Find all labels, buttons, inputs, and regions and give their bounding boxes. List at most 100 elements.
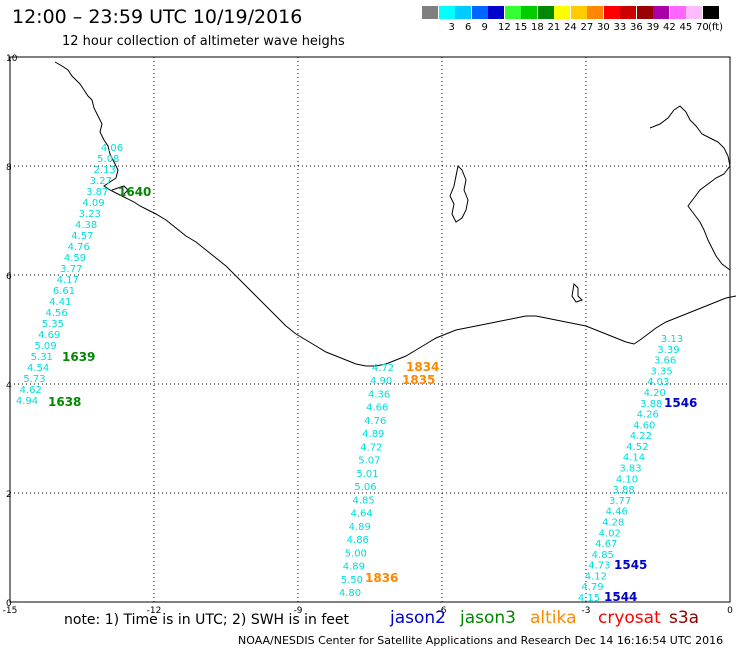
- legend-swatch: [422, 6, 438, 19]
- credit-footer: NOAA/NESDIS Center for Satellite Applica…: [238, 634, 724, 647]
- wave-height-value: 2.13: [93, 165, 115, 176]
- x-tick-label: -6: [438, 606, 447, 616]
- legend-swatch: [455, 6, 471, 19]
- legend-swatch: [620, 6, 636, 19]
- legend-swatch-label: 3: [448, 22, 455, 33]
- wave-height-value: 3.13: [661, 334, 683, 345]
- wave-height-value: 5.07: [358, 456, 380, 467]
- legend-swatch: [438, 6, 455, 19]
- wave-height-value: 3.35: [650, 366, 672, 377]
- wave-height-value: 4.15: [578, 593, 600, 604]
- wave-height-value: 4.69: [38, 330, 60, 341]
- legend-swatch: [669, 6, 686, 19]
- wave-height-value: 4.59: [64, 253, 86, 264]
- legend-swatch-label: 39: [646, 22, 660, 33]
- wave-height-value: 5.50: [341, 575, 363, 586]
- pass-time-label: 1544: [604, 590, 637, 604]
- map-subtitle: 12 hour collection of altimeter wave hei…: [62, 34, 345, 49]
- coastal-inlet: [111, 185, 129, 195]
- wave-height-value: 5.09: [34, 341, 56, 352]
- legend-swatch-label: 27: [580, 22, 594, 33]
- wave-height-value: 4.86: [347, 535, 369, 546]
- legend-swatch: [636, 6, 653, 19]
- wave-height-value: 4.28: [602, 518, 624, 529]
- legend-swatch: [537, 6, 554, 19]
- wave-height-value: 4.94: [16, 396, 38, 407]
- y-tick-label: 4: [6, 381, 12, 391]
- wave-height-value: 4.89: [343, 562, 365, 573]
- wave-height-value: 5.08: [97, 154, 119, 165]
- legend-swatch-label: 30: [597, 22, 610, 33]
- wave-height-value: 4.79: [581, 582, 603, 593]
- legend-swatch-label: 42: [663, 22, 676, 33]
- wave-height-value: 4.89: [349, 522, 371, 533]
- x-tick-label: -15: [3, 606, 18, 616]
- wave-height-value: 4.22: [630, 431, 652, 442]
- x-tick-label: -12: [147, 606, 162, 616]
- wave-height-value: 3.23: [79, 209, 101, 220]
- legend-swatch: [702, 6, 719, 19]
- legend-swatch: [471, 6, 488, 19]
- wave-height-value: 4.56: [45, 308, 67, 319]
- legend-swatch-label: 21: [547, 22, 561, 33]
- map-title: 12:00 – 23:59 UTC 10/19/2016: [12, 6, 303, 28]
- legend-swatch: [686, 6, 702, 19]
- wave-height-value: 3.88: [640, 399, 662, 410]
- legend-swatch-label: 45: [679, 22, 693, 33]
- legend-swatch-label: 36: [630, 22, 643, 33]
- wave-height-value: 4.89: [362, 429, 384, 440]
- wave-height-value: 3.88: [612, 485, 634, 496]
- wave-height-value: 4.76: [68, 242, 90, 253]
- wave-height-value: 4.06: [101, 143, 123, 154]
- wave-height-value: 4.52: [626, 442, 648, 453]
- wave-height-value: 5.73: [23, 374, 45, 385]
- wave-height-value: 4.41: [49, 297, 71, 308]
- satellite-legend-cryosat: cryosat: [598, 608, 661, 628]
- pass-time-label: 1834: [406, 360, 439, 374]
- legend-swatch: [570, 6, 587, 19]
- legend-swatch: [587, 6, 603, 19]
- wave-height-value: 4.14: [623, 453, 645, 464]
- color-scale-unit: (ft): [708, 22, 724, 33]
- wave-height-value: 4.38: [75, 220, 97, 231]
- units-note: note: 1) Time is in UTC; 2) SWH is in fe…: [64, 612, 350, 628]
- wave-height-value: 4.20: [644, 388, 666, 399]
- wave-height-value: 5.00: [345, 548, 367, 559]
- wave-height-value: 3.27: [90, 176, 112, 187]
- pass-time-label: 1640: [118, 185, 151, 199]
- legend-swatch: [504, 6, 521, 19]
- satellite-legend-jason2: jason2: [390, 608, 446, 628]
- lake-volta-outline: [449, 164, 469, 223]
- wave-height-value: 4.62: [20, 385, 42, 396]
- wave-height-value: 3.39: [657, 345, 679, 356]
- legend-swatch: [554, 6, 570, 19]
- wave-height-value: 4.60: [633, 420, 655, 431]
- wave-height-value: 3.77: [60, 264, 82, 275]
- wave-height-value: 4.73: [588, 561, 610, 572]
- y-tick-label: 10: [6, 54, 18, 64]
- legend-swatch: [603, 6, 620, 19]
- legend-swatch: [653, 6, 669, 19]
- legend-swatch-label: 6: [465, 22, 472, 33]
- wave-height-value: 3.83: [619, 464, 641, 475]
- x-tick-label: -3: [582, 606, 591, 616]
- legend-swatch-label: 9: [481, 22, 488, 33]
- pass-time-label: 1639: [62, 350, 95, 364]
- x-tick-label: -9: [294, 606, 303, 616]
- pass-time-label: 1638: [48, 395, 81, 409]
- wave-height-value: 4.66: [366, 403, 388, 414]
- wave-height-value: 4.80: [339, 588, 361, 599]
- wave-height-value: 4.03: [647, 377, 669, 388]
- y-tick-label: 8: [6, 163, 12, 173]
- wave-height-value: 4.76: [364, 416, 386, 427]
- legend-swatch-label: 33: [613, 22, 627, 33]
- pass-time-label: 1545: [614, 558, 647, 572]
- coastline: [54, 61, 737, 367]
- wave-height-value: 5.35: [42, 319, 64, 330]
- wave-height-value: 4.67: [595, 539, 617, 550]
- wave-height-value: 5.31: [31, 352, 53, 363]
- wave-height-value: 4.72: [372, 363, 394, 374]
- legend-swatch-label: 18: [531, 22, 544, 33]
- y-tick-label: 6: [6, 272, 12, 282]
